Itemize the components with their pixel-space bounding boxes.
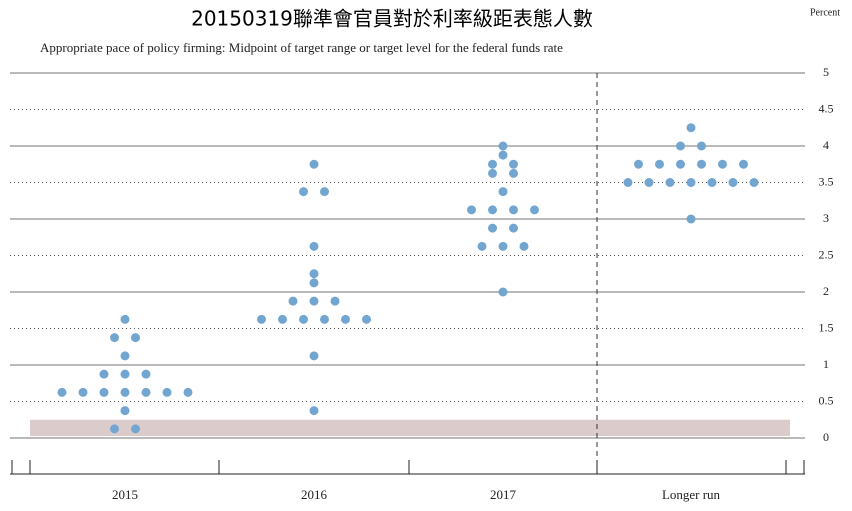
y-tick-label: 2 <box>823 284 829 298</box>
dot <box>498 150 508 160</box>
chart-subtitle: Appropriate pace of policy firming: Midp… <box>40 40 563 55</box>
dot <box>467 205 476 215</box>
x-tick-label: 2015 <box>112 487 138 502</box>
dot <box>519 241 529 251</box>
dot <box>362 314 371 324</box>
dot <box>120 406 130 416</box>
dot <box>320 314 329 324</box>
dot <box>309 269 319 279</box>
dot <box>309 406 319 416</box>
dot <box>665 178 675 187</box>
x-tick-label: 2016 <box>301 487 328 502</box>
dot <box>309 278 319 288</box>
dot <box>162 387 172 397</box>
dot <box>739 159 748 169</box>
dot <box>686 178 696 187</box>
y-tick-label: 3.5 <box>819 174 834 188</box>
dot <box>299 187 308 197</box>
dot <box>110 424 119 434</box>
dot <box>477 241 487 251</box>
dot <box>120 369 130 379</box>
dot <box>623 178 633 187</box>
y-tick-label: 5 <box>823 65 829 79</box>
dot <box>183 387 193 397</box>
dot <box>309 241 319 251</box>
dot <box>330 296 340 306</box>
unit-label: Percent <box>810 7 840 18</box>
dot <box>509 223 518 233</box>
dot <box>509 168 518 178</box>
y-tick-label: 4 <box>823 138 829 152</box>
dot <box>676 159 685 169</box>
dot <box>655 159 664 169</box>
dot <box>488 205 497 215</box>
dot <box>498 241 508 251</box>
dot <box>530 205 539 215</box>
chart-title: 20150319聯準會官員對於利率級距表態人數 <box>191 7 593 31</box>
dot <box>288 296 298 306</box>
y-tick-label: 1 <box>823 357 829 371</box>
dot <box>634 159 643 169</box>
dot <box>120 387 130 397</box>
x-tick-label: 2017 <box>490 487 517 502</box>
dot <box>498 187 508 197</box>
dot <box>686 214 696 224</box>
dot <box>728 178 738 187</box>
y-tick-label: 3 <box>823 211 829 225</box>
y-tick-label: 0 <box>823 430 829 444</box>
dot <box>341 314 350 324</box>
dot <box>278 314 287 324</box>
dot <box>57 387 67 397</box>
dot <box>99 369 109 379</box>
dot <box>707 178 717 187</box>
dot <box>299 314 308 324</box>
dot <box>110 333 119 343</box>
dot <box>320 187 329 197</box>
dot <box>78 387 88 397</box>
dot <box>488 223 497 233</box>
dot <box>718 159 727 169</box>
dot <box>131 424 140 434</box>
dot <box>120 314 130 324</box>
x-tick-label: Longer run <box>662 487 721 502</box>
dot <box>697 141 706 151</box>
dot <box>509 159 518 169</box>
dot <box>488 159 497 169</box>
dot <box>498 287 508 297</box>
dot <box>676 141 685 151</box>
y-tick-label: 0.5 <box>819 393 834 407</box>
y-tick-label: 1.5 <box>819 320 834 334</box>
dot <box>309 351 319 361</box>
dot <box>120 351 130 361</box>
dot <box>644 178 654 187</box>
dot <box>488 168 497 178</box>
dot <box>131 333 140 343</box>
dot <box>509 205 518 215</box>
current-range-band <box>30 419 790 436</box>
dot <box>498 141 508 151</box>
dot <box>141 387 151 397</box>
y-tick-label: 2.5 <box>819 247 834 261</box>
dot <box>309 159 319 169</box>
dot <box>697 159 706 169</box>
dot <box>749 178 759 187</box>
dot <box>686 123 696 133</box>
y-tick-label: 4.5 <box>819 101 834 115</box>
dot <box>309 296 319 306</box>
dot <box>99 387 109 397</box>
dot <box>141 369 151 379</box>
dot <box>257 314 266 324</box>
